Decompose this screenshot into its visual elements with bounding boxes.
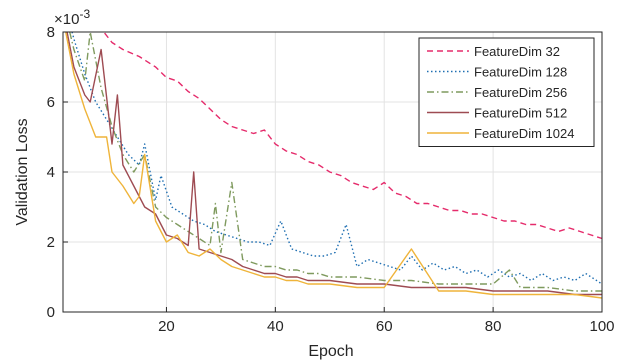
x-tick-label: 80	[485, 318, 502, 335]
legend-label-5: FeatureDim 1024	[474, 126, 574, 141]
x-tick-label: 40	[267, 318, 284, 335]
ticks: 20 40 60 80 100 0 2 4 6 8	[47, 24, 615, 335]
y-exponent-power: -3	[79, 7, 90, 21]
y-tick-label: 0	[47, 304, 55, 321]
y-tick-label: 2	[47, 234, 55, 251]
series-line-3	[68, 32, 602, 292]
x-tick-label: 60	[376, 318, 393, 335]
x-axis-label: Epoch	[308, 343, 353, 360]
y-exponent-base: ×10	[54, 11, 79, 28]
legend: FeatureDim 32 FeatureDim 128 FeatureDim 25…	[418, 37, 595, 147]
series-line-1	[102, 32, 602, 240]
x-tick-label: 20	[158, 318, 175, 335]
y-tick-label: 8	[47, 24, 55, 41]
x-tick-label: 100	[589, 318, 614, 335]
series-line-4	[66, 32, 602, 296]
legend-label-4: FeatureDim 512	[474, 106, 567, 121]
y-tick-label: 4	[47, 164, 55, 181]
series-layer	[65, 32, 602, 299]
legend-label-2: FeatureDim 128	[474, 65, 567, 80]
y-tick-label: 6	[47, 94, 55, 111]
legend-label-3: FeatureDim 256	[474, 85, 567, 100]
y-axis-label: Validation Loss	[14, 118, 31, 225]
legend-label-1: FeatureDim 32	[474, 44, 560, 59]
y-exponent-label: ×10-3	[54, 7, 90, 28]
series-line-5	[65, 32, 602, 299]
